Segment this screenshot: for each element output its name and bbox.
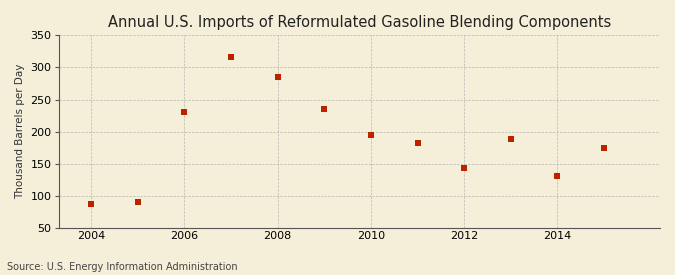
Point xyxy=(366,133,377,137)
Point xyxy=(179,110,190,115)
Point xyxy=(86,201,97,206)
Point xyxy=(132,200,143,205)
Point xyxy=(412,140,423,145)
Y-axis label: Thousand Barrels per Day: Thousand Barrels per Day xyxy=(15,64,25,199)
Title: Annual U.S. Imports of Reformulated Gasoline Blending Components: Annual U.S. Imports of Reformulated Gaso… xyxy=(108,15,611,30)
Point xyxy=(506,137,516,142)
Point xyxy=(319,107,330,111)
Text: Source: U.S. Energy Information Administration: Source: U.S. Energy Information Administ… xyxy=(7,262,238,272)
Point xyxy=(225,54,236,59)
Point xyxy=(459,166,470,170)
Point xyxy=(552,174,563,178)
Point xyxy=(272,75,283,79)
Point xyxy=(599,145,610,150)
